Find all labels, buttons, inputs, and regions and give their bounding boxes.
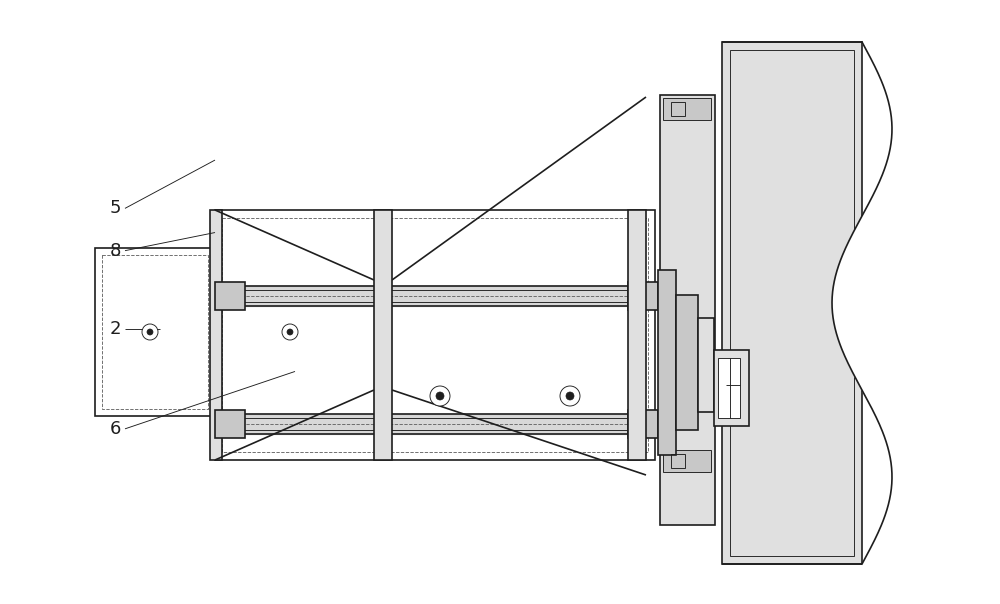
Bar <box>718 358 740 418</box>
Bar <box>210 210 222 460</box>
Bar <box>663 98 711 120</box>
Bar <box>698 318 714 412</box>
Text: 2: 2 <box>109 320 121 338</box>
Text: 8: 8 <box>109 242 121 260</box>
Bar <box>215 210 655 460</box>
Circle shape <box>560 386 580 406</box>
Circle shape <box>282 324 298 340</box>
Bar <box>102 255 208 409</box>
Bar <box>628 282 658 310</box>
Circle shape <box>287 329 293 335</box>
Bar <box>671 454 685 468</box>
Bar <box>671 102 685 116</box>
Circle shape <box>430 386 450 406</box>
Bar <box>658 270 676 455</box>
Bar <box>628 410 658 438</box>
Bar <box>215 410 245 438</box>
Bar <box>95 248 215 416</box>
Bar <box>676 295 698 430</box>
Circle shape <box>147 329 153 335</box>
Bar <box>215 282 245 310</box>
Bar <box>374 210 392 460</box>
Bar <box>663 450 711 472</box>
Bar <box>730 50 854 556</box>
Bar <box>222 218 648 452</box>
Text: 6: 6 <box>109 420 121 438</box>
Circle shape <box>142 324 158 340</box>
Circle shape <box>436 392 444 400</box>
Text: 5: 5 <box>109 199 121 217</box>
Bar <box>660 95 715 525</box>
Bar <box>714 350 749 426</box>
Bar <box>722 42 862 564</box>
Bar <box>628 210 646 460</box>
Circle shape <box>566 392 574 400</box>
